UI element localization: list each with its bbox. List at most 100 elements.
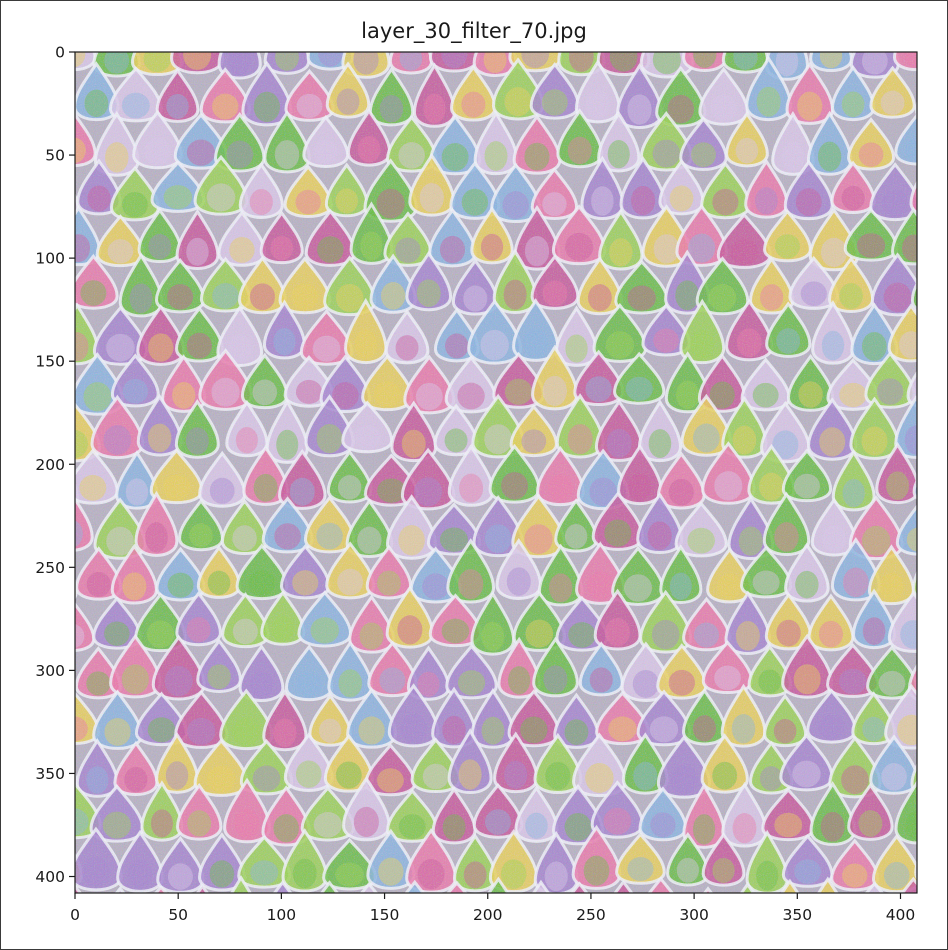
scale-highlight: [276, 429, 299, 460]
scale-highlight: [121, 92, 150, 119]
scale-highlight: [876, 378, 904, 405]
scale-highlight: [317, 236, 344, 263]
scale-highlight: [501, 472, 529, 500]
scale-highlight: [919, 378, 946, 406]
scale-highlight: [84, 89, 109, 118]
scale-highlight: [165, 761, 189, 790]
scale-highlight: [775, 52, 799, 77]
scale-highlight: [420, 0, 444, 19]
scale-highlight: [397, 615, 423, 645]
scale-highlight: [504, 378, 533, 405]
scale-highlight: [754, 187, 778, 215]
scale-highlight: [207, 664, 231, 690]
scale-highlight: [228, 52, 251, 76]
scale-cell: [864, 881, 885, 893]
scale-highlight: [458, 569, 484, 600]
scale-cell: [933, 587, 948, 648]
scale-highlight: [422, 573, 450, 600]
scale-cell: [196, 0, 243, 22]
scale-highlight: [627, 285, 656, 311]
x-tick-label: 200: [473, 906, 503, 924]
scale-highlight: [444, 428, 468, 453]
scale-highlight: [819, 427, 846, 457]
scale-highlight: [337, 475, 362, 500]
scale-highlight: [463, 285, 488, 312]
y-tick-label: 50: [45, 147, 65, 165]
scale-highlight: [521, 429, 547, 454]
scale-highlight: [921, 185, 946, 214]
scale-cell: [327, 0, 367, 25]
scale-highlight: [587, 284, 612, 312]
scale-highlight: [544, 861, 568, 892]
scale-highlight: [669, 764, 699, 795]
x-tick-label: 0: [70, 906, 80, 924]
scale-highlight: [21, 813, 45, 839]
scale-highlight: [881, 189, 909, 218]
scale-highlight: [905, 810, 917, 841]
scale-cell: [746, 0, 790, 25]
scale-cell: [932, 878, 948, 940]
scale-highlight: [800, 281, 827, 307]
scale-highlight: [398, 142, 425, 169]
y-tick-label: 150: [35, 353, 65, 371]
scale-highlight: [605, 617, 630, 647]
scale-highlight: [609, 238, 633, 267]
scale-highlight: [817, 141, 842, 172]
scale-highlight: [692, 814, 716, 845]
scale-cell: [914, 859, 917, 880]
scale-highlight: [688, 233, 716, 263]
scale-highlight: [886, 471, 910, 500]
scale-highlight: [732, 813, 757, 844]
scale-highlight: [776, 619, 801, 647]
scale-highlight: [317, 907, 342, 933]
scale-highlight: [235, 427, 258, 454]
scale-highlight: [735, 911, 759, 939]
scale-highlight: [232, 525, 257, 552]
scale-highlight: [443, 907, 471, 933]
scale-highlight: [523, 328, 548, 358]
scale-highlight: [529, 907, 552, 933]
scale-highlight: [821, 330, 845, 361]
scale-highlight: [248, 570, 276, 597]
scale-cell: [914, 100, 917, 117]
scale-highlight: [608, 716, 637, 742]
scale-cell: [363, 0, 411, 24]
scale-highlight: [760, 284, 784, 311]
scale-cell: [932, 22, 948, 74]
scale-highlight: [942, 330, 948, 355]
scale-cell: [494, 0, 540, 23]
scale-highlight: [712, 188, 739, 216]
scale-highlight: [943, 235, 948, 262]
scale-highlight: [75, 234, 91, 263]
scale-cell: [195, 883, 210, 893]
scale-highlight: [897, 714, 917, 746]
scale-highlight: [542, 375, 567, 407]
scale-highlight: [75, 137, 86, 164]
scale-highlight: [667, 94, 695, 124]
scale-highlight: [18, 42, 46, 70]
scale-highlight: [402, 906, 427, 931]
scale-highlight: [692, 423, 720, 453]
scale-cell: [739, 881, 756, 893]
scale-cell: [7, 403, 52, 454]
scale-highlight: [921, 0, 948, 19]
scale-highlight: [296, 671, 322, 698]
scale-highlight: [653, 234, 680, 264]
scale-cell: [938, 113, 948, 171]
scale-highlight: [945, 810, 948, 837]
scale-highlight: [145, 522, 168, 553]
scale-cell: [788, 0, 831, 20]
scale-cell: [281, 0, 327, 28]
scale-highlight: [503, 279, 527, 310]
scale-highlight: [752, 382, 779, 408]
scale-highlight: [583, 855, 610, 886]
scale-highlight: [104, 718, 131, 746]
scale-highlight: [841, 91, 865, 118]
scale-highlight: [541, 89, 568, 116]
scale-highlight: [274, 140, 300, 170]
scale-cell: [570, 881, 589, 893]
scale-highlight: [591, 186, 614, 216]
scale-highlight: [652, 52, 681, 75]
scale-highlight: [693, 622, 720, 648]
scale-highlight: [647, 904, 675, 931]
